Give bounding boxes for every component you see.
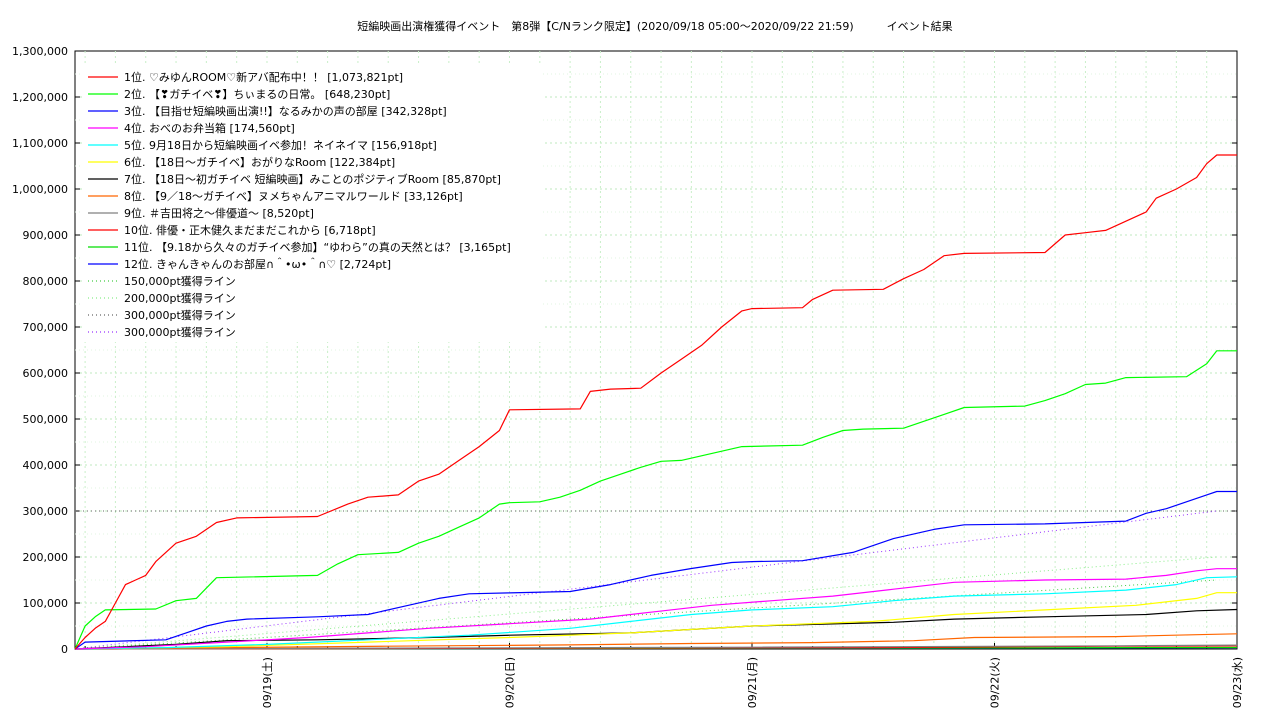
y-tick-label: 1,000,000 [12, 183, 68, 196]
y-tick-label: 200,000 [23, 551, 69, 564]
legend-label: 6位. 【18日〜ガチイベ】おがりなRoom [122,384pt] [124, 155, 395, 169]
legend-label: 1位. ♡みゆんROOM♡新アバ配布中！！ [1,073,821pt] [124, 70, 403, 84]
legend-label: 8位. 【9／18〜ガチイベ】ヌメちゃんアニマルワールド [33,126pt] [124, 189, 463, 203]
series-line-3 [74, 490, 1237, 650]
series-line-6 [74, 592, 1237, 650]
x-tick-label: 09/21(月) [746, 657, 759, 708]
series-line-1 [74, 154, 1237, 650]
y-tick-label: 1,300,000 [12, 45, 68, 58]
x-tick-label: 09/23(水) [1231, 657, 1244, 708]
y-tick-label: 600,000 [23, 367, 69, 380]
legend-label: 7位. 【18日〜初ガチイベ 短編映画】みことのポジティブRoom [85,87… [124, 172, 501, 186]
legend-label: 12位. きゃんきゃんのお部屋∩＾•ω•＾∩♡ [2,724pt] [124, 256, 391, 271]
legend-background [82, 64, 542, 342]
legend-label: 200,000pt獲得ライン [124, 292, 236, 305]
chart-title: 短編映画出演権獲得イベント 第8弾【C/Nランク限定】(2020/09/18 0… [357, 19, 952, 33]
legend-label: 300,000pt獲得ライン [124, 309, 236, 322]
series-line-14 [74, 556, 1217, 650]
x-tick-label: 09/20(日) [503, 657, 516, 708]
y-tick-label: 900,000 [23, 229, 69, 242]
legend-label: 300,000pt獲得ライン [124, 326, 236, 339]
series-line-8 [74, 633, 1238, 650]
series-line-7 [74, 608, 1238, 650]
legend-label: 2位. 【❣ガチイベ❣】ちぃまるの日常。 [648,230pt] [124, 87, 390, 101]
y-tick-label: 1,100,000 [12, 137, 68, 150]
legend-label: 150,000pt獲得ライン [124, 275, 236, 288]
legend: 1位. ♡みゆんROOM♡新アバ配布中！！ [1,073,821pt] 2位. 【… [82, 64, 542, 342]
series-line-4 [74, 568, 1237, 650]
y-tick-label: 500,000 [23, 413, 69, 426]
y-tick-label: 0 [61, 643, 68, 656]
x-tick-label: 09/19(土) [261, 657, 274, 708]
y-tick-label: 100,000 [23, 597, 69, 610]
series-lines [74, 154, 1238, 650]
y-tick-label: 1,200,000 [12, 91, 68, 104]
y-axis: 0 100,000 200,000 300,000 400,000 500,000 600,… [12, 45, 1237, 656]
series-line-13 [74, 579, 1217, 650]
legend-label: 9位. ＃吉田将之〜俳優道〜 [8,520pt] [124, 206, 314, 220]
series-line-2 [74, 350, 1237, 650]
legend-label: 3位. 【目指せ短編映画出演!!】なるみかの声の部屋 [342,328pt] [124, 104, 447, 118]
y-tick-label: 800,000 [23, 275, 69, 288]
x-tick-label: 09/22(火) [988, 657, 1001, 708]
y-tick-label: 700,000 [23, 321, 69, 334]
y-tick-label: 300,000 [23, 505, 69, 518]
legend-label: 10位. 俳優・正木健久まだまだこれから [6,718pt] [124, 223, 376, 237]
x-axis: 09/19(土) 09/20(日) 09/21(月) 09/22(火) 09/23(水) [84, 643, 1244, 708]
legend-label: 4位. おべのお弁当箱 [174,560pt] [124, 121, 295, 135]
series-line-9 [74, 644, 1238, 650]
legend-label: 5位. 9月18日から短編映画イベ参加！ネイネイマ [156,918pt] [124, 138, 437, 152]
grid [75, 51, 1237, 649]
y-tick-label: 400,000 [23, 459, 69, 472]
legend-label: 11位. 【9.18から久々のガチイベ参加】“ゆわら”の真の天然とは？ [3,1… [124, 240, 511, 254]
series-line-5 [74, 576, 1238, 650]
